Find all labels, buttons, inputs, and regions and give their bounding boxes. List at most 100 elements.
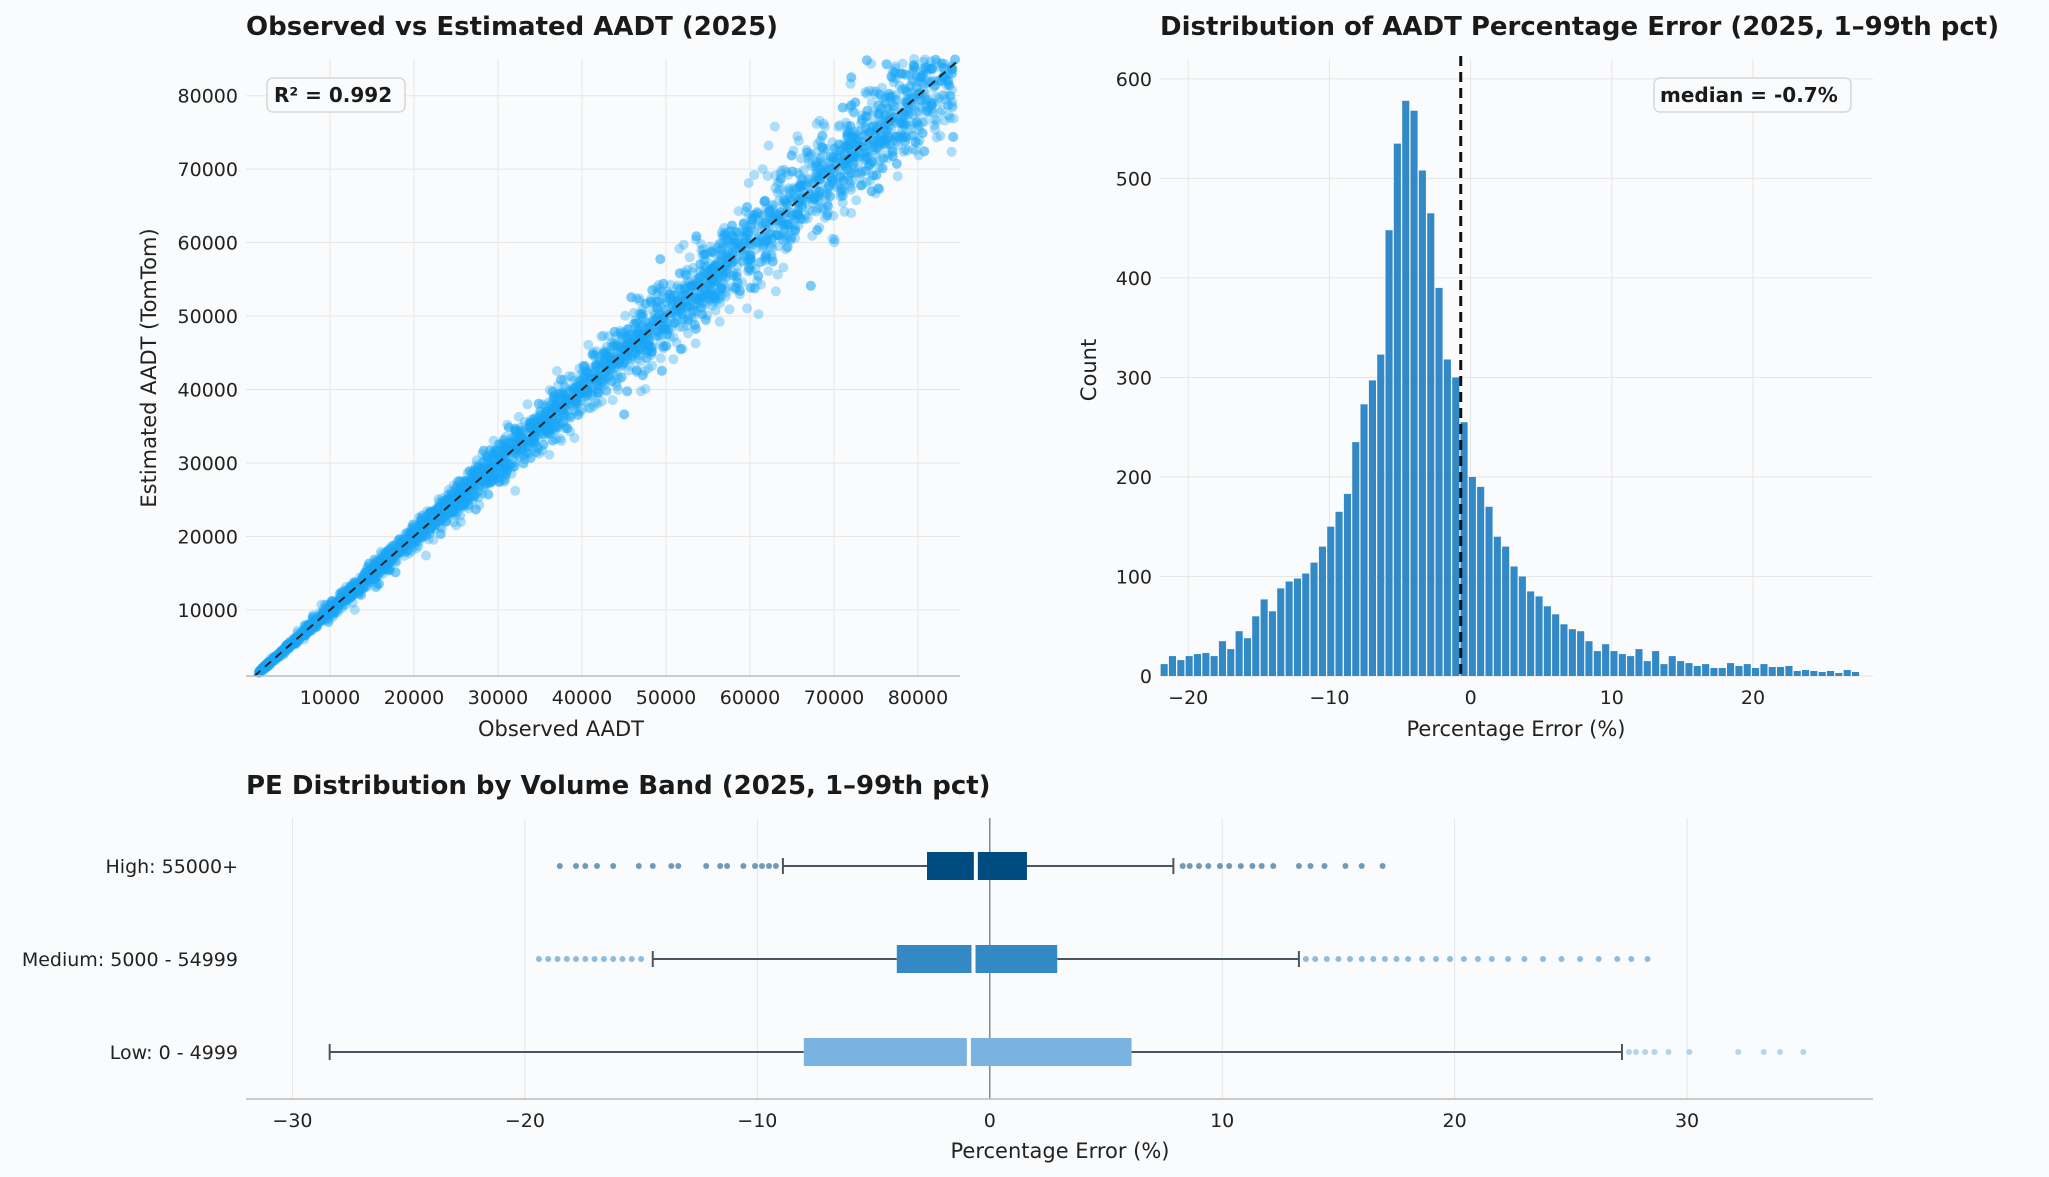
- scatter-point: [565, 411, 576, 422]
- scatter-point: [839, 147, 850, 158]
- scatter-point: [887, 73, 898, 84]
- scatter-point: [585, 403, 596, 414]
- scatter-point: [742, 248, 753, 259]
- scatter-point: [668, 332, 679, 343]
- scatter-point: [792, 167, 803, 178]
- scatter-point: [740, 231, 751, 242]
- scatter-point: [927, 98, 938, 109]
- scatter-point: [725, 259, 736, 270]
- scatter-point: [345, 589, 356, 600]
- scatter-point: [772, 209, 783, 220]
- scatter-point: [737, 277, 748, 288]
- scatter-point: [727, 220, 737, 231]
- scatter-point: [879, 138, 890, 149]
- scatter-point: [855, 180, 866, 191]
- scatter-point: [400, 529, 411, 539]
- scatter-point: [636, 345, 647, 355]
- scatter-point: [789, 224, 800, 235]
- outlier-point: [554, 956, 561, 962]
- scatter-point: [847, 140, 858, 151]
- histogram-bar: [1177, 660, 1185, 676]
- histogram-bar: [1727, 663, 1735, 676]
- scatter-point: [422, 506, 433, 517]
- scatter-point: [601, 346, 612, 357]
- histogram-bar: [1768, 667, 1776, 676]
- scatter-point: [547, 422, 558, 433]
- scatter-point: [674, 243, 685, 254]
- scatter-point: [756, 232, 767, 243]
- scatter-point: [731, 271, 742, 282]
- scatter-point: [713, 286, 724, 297]
- scatter-point: [902, 101, 913, 112]
- histogram-y-ticks: 0 100 200 300 400 500 600: [1116, 69, 1152, 688]
- scatter-point: [717, 230, 727, 241]
- scatter-point: [425, 526, 435, 537]
- scatter-point: [678, 239, 689, 250]
- scatter-point: [664, 293, 675, 304]
- scatter-point: [804, 193, 815, 204]
- scatter-point: [392, 535, 403, 546]
- scatter-point: [695, 259, 706, 270]
- scatter-point: [370, 568, 381, 579]
- scatter-point: [803, 188, 814, 199]
- scatter-point: [592, 380, 603, 391]
- scatter-point: [934, 107, 945, 118]
- scatter-point: [389, 545, 400, 556]
- scatter-point: [732, 268, 743, 279]
- scatter-point: [401, 541, 412, 551]
- scatter-point: [594, 380, 605, 391]
- scatter-point: [897, 107, 908, 118]
- outlier-point: [1577, 956, 1584, 962]
- scatter-point: [602, 352, 613, 362]
- histogram-bar: [1852, 672, 1860, 676]
- scatter-point: [900, 136, 911, 147]
- scatter-point: [772, 269, 783, 280]
- scatter-point: [880, 97, 891, 108]
- scatter-point: [416, 513, 427, 524]
- outlier-point: [594, 863, 600, 869]
- scatter-point: [829, 143, 840, 154]
- scatter-point: [353, 584, 364, 594]
- scatter-point: [938, 62, 949, 73]
- scatter-point: [501, 453, 512, 464]
- scatter-point: [695, 266, 705, 277]
- scatter-x-tick-label: 20000: [384, 687, 444, 709]
- scatter-point: [446, 491, 457, 502]
- scatter-point: [368, 561, 379, 572]
- scatter-point: [556, 387, 567, 398]
- median-label: median = -0.7%: [1660, 83, 1838, 107]
- scatter-point: [861, 88, 872, 99]
- scatter-point: [480, 474, 491, 485]
- scatter-point: [900, 118, 910, 129]
- boxplot-x-tick-label: 30: [1675, 1110, 1699, 1132]
- scatter-point: [371, 566, 382, 577]
- scatter-point: [551, 366, 562, 376]
- scatter-point: [686, 311, 697, 321]
- scatter-point: [778, 194, 789, 205]
- histogram-bar: [1577, 631, 1585, 676]
- scatter-point: [470, 470, 481, 481]
- histogram-bar: [1193, 654, 1201, 676]
- boxplot-band-labels: High: 55000+ Medium: 5000 - 54999 Low: 0 -…: [22, 856, 238, 1064]
- histogram-bar: [1518, 576, 1526, 676]
- scatter-point: [750, 263, 761, 274]
- scatter-point: [503, 422, 514, 433]
- scatter-point: [785, 235, 796, 246]
- scatter-point: [810, 193, 820, 204]
- scatter-point: [310, 615, 321, 626]
- scatter-point: [654, 296, 665, 307]
- scatter-point: [661, 340, 672, 351]
- scatter-point: [822, 200, 833, 211]
- histogram-x-ticks: −20 −10 0 10 20: [1168, 687, 1765, 709]
- scatter-point: [559, 381, 570, 392]
- scatter-point: [336, 596, 347, 607]
- histogram-bar: [1793, 671, 1801, 676]
- scatter-point: [616, 372, 627, 383]
- scatter-point: [435, 521, 446, 532]
- scatter-point: [825, 151, 836, 162]
- scatter-point: [902, 145, 913, 156]
- scatter-point: [670, 296, 680, 307]
- scatter-point: [643, 363, 654, 374]
- outlier-point: [1632, 1049, 1639, 1055]
- scatter-point: [815, 156, 826, 167]
